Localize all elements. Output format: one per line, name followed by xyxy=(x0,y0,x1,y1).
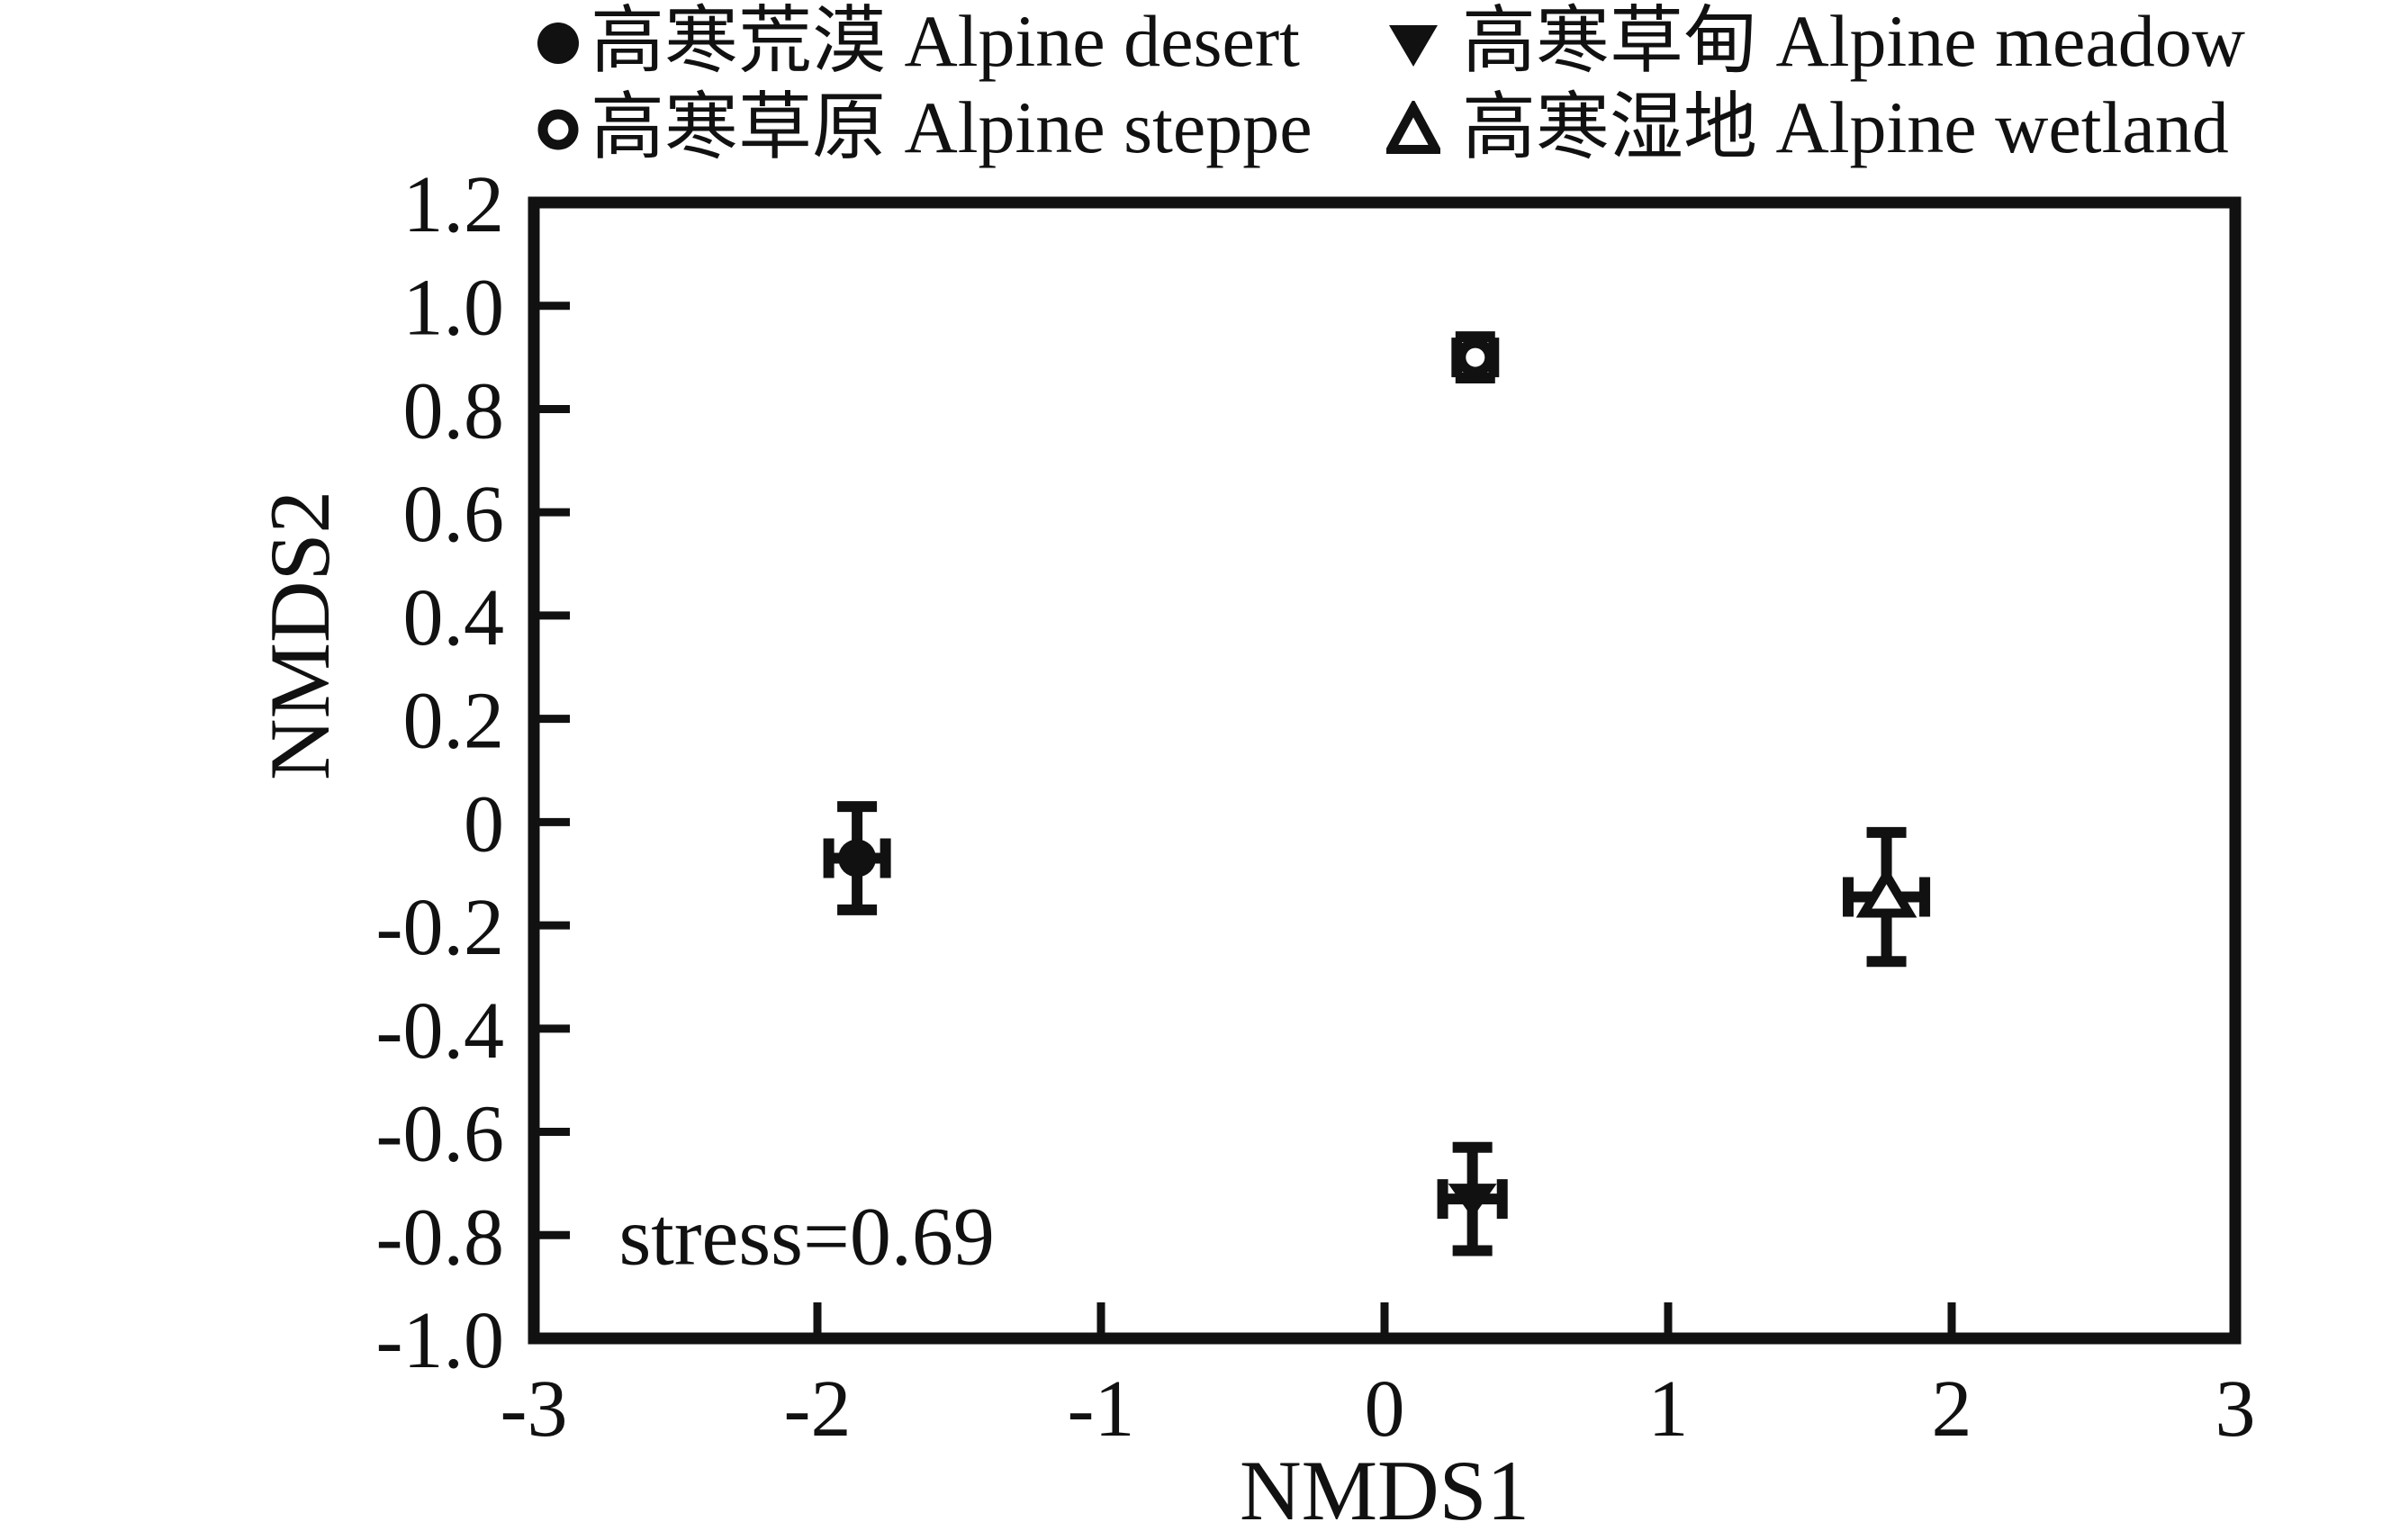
open-triangle-icon xyxy=(1386,101,1440,155)
data-point-filled-circle xyxy=(838,839,877,878)
axes-box xyxy=(528,196,2242,1345)
y-tick-label: 0.8 xyxy=(403,366,505,455)
y-tick-label: 1.2 xyxy=(403,160,505,249)
filled-down-triangle-icon xyxy=(1386,14,1440,68)
x-tick-label: -1 xyxy=(1068,1364,1135,1454)
y-tick-label: 1.0 xyxy=(403,264,505,353)
legend-label-alpine-desert: 高寒荒漠 Alpine desert xyxy=(591,0,1300,82)
x-tick-label: 0 xyxy=(1365,1364,1405,1454)
y-tick-label: 0 xyxy=(464,779,504,869)
x-axis-title: NMDS1 xyxy=(1240,1443,1529,1535)
y-tick-label: -0.2 xyxy=(376,883,504,972)
stress-annotation: stress=0.69 xyxy=(619,1190,995,1282)
data-point-open-circle xyxy=(1456,338,1495,377)
y-tick-label: -0.4 xyxy=(376,986,504,1076)
legend-label-alpine-steppe: 高寒草原 Alpine steppe xyxy=(591,86,1313,168)
y-tick-label: -1.0 xyxy=(376,1296,504,1385)
y-tick-label: 0.4 xyxy=(403,573,505,662)
x-tick-label: 2 xyxy=(1932,1364,1972,1454)
legend-item-alpine-meadow: 高寒草甸 Alpine meadow xyxy=(1386,0,2245,83)
open-circle-icon xyxy=(531,101,585,155)
y-tick-label: 0.2 xyxy=(403,677,505,766)
y-tick-label: -0.8 xyxy=(376,1193,504,1282)
x-tick-label: -3 xyxy=(501,1364,568,1454)
legend-item-alpine-desert: 高寒荒漠 Alpine desert xyxy=(531,0,1300,83)
x-tick-label: 1 xyxy=(1648,1364,1689,1454)
x-tick-label: -2 xyxy=(784,1364,852,1454)
data-point-open-triangle xyxy=(1855,866,1917,918)
y-axis-title: NMDS2 xyxy=(252,491,347,780)
filled-circle-icon xyxy=(531,14,585,68)
y-tick-label: -0.6 xyxy=(376,1090,504,1179)
data-point-filled-down-triangle xyxy=(1448,1184,1497,1219)
y-tick-label: 0.6 xyxy=(403,470,505,559)
legend-item-alpine-steppe: 高寒草原 Alpine steppe xyxy=(531,86,1313,169)
x-tick-label: 3 xyxy=(2215,1364,2256,1454)
legend-label-alpine-meadow: 高寒草甸 Alpine meadow xyxy=(1462,0,2245,82)
legend-item-alpine-wetland: 高寒湿地 Alpine wetland xyxy=(1386,86,2229,169)
legend-label-alpine-wetland: 高寒湿地 Alpine wetland xyxy=(1462,86,2229,168)
